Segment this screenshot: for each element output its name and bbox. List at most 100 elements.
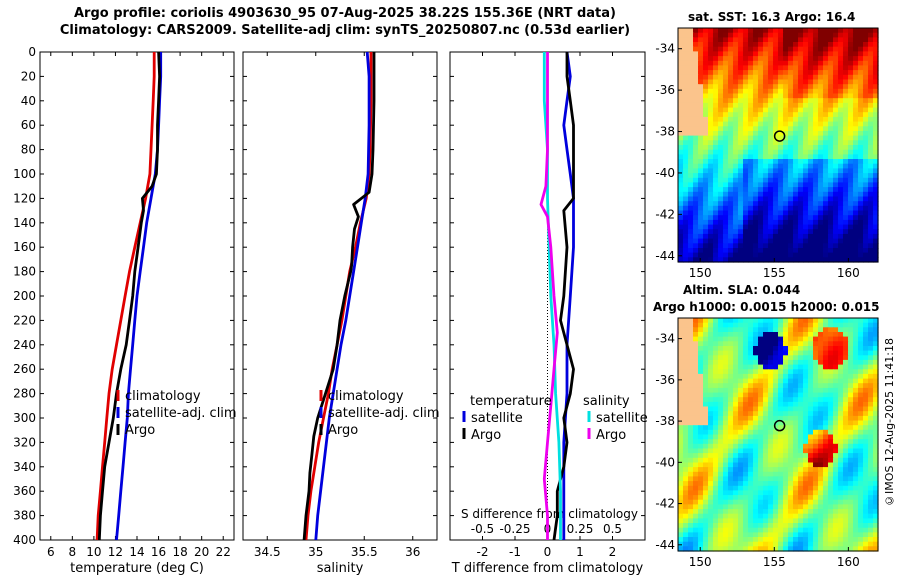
map-cell [793, 346, 799, 352]
map-cell [793, 401, 799, 408]
map-cell [748, 145, 754, 151]
land-cell [683, 336, 689, 342]
map-cell [698, 173, 704, 179]
map-cell [873, 131, 879, 137]
map-cell [778, 401, 784, 408]
map-cell [813, 346, 819, 352]
map-cell [848, 411, 854, 417]
map-cell [803, 434, 809, 440]
map-cell [718, 116, 724, 123]
map-cell [728, 205, 734, 212]
map-cell [858, 140, 864, 146]
map-cell [738, 476, 744, 482]
map-cell [863, 378, 869, 384]
map-cell [793, 102, 799, 109]
map-cell [748, 355, 754, 361]
map-cell [873, 257, 879, 263]
map-cell [748, 163, 754, 169]
map-cell [748, 70, 754, 76]
map-cell [828, 238, 834, 244]
map-cell [793, 322, 799, 328]
map-cell [703, 499, 709, 505]
map-cell [813, 65, 819, 71]
map-cell [868, 541, 874, 547]
map-cell [788, 476, 794, 482]
map-cell [753, 173, 759, 179]
map-cell [858, 364, 864, 370]
land-cell [688, 32, 694, 38]
map-cell [788, 401, 794, 408]
map-cell [718, 495, 724, 501]
map-cell [773, 471, 779, 478]
map-cell [773, 369, 779, 375]
map-cell [768, 453, 774, 459]
map-cell [733, 257, 739, 263]
map-cell [828, 546, 834, 552]
map-cell [803, 457, 809, 464]
map-cell [853, 471, 859, 478]
map-cell [788, 439, 794, 445]
map-cell [803, 70, 809, 76]
map-cell [703, 248, 709, 254]
map-cell [788, 32, 794, 38]
map-cell [813, 425, 819, 431]
land-cell [693, 359, 699, 366]
salinity-xtick-label: 34.5 [254, 545, 281, 559]
map-cell [818, 70, 824, 76]
map-cell [693, 490, 699, 496]
map-cell [798, 233, 804, 240]
map-cell [848, 102, 854, 109]
land-cell [678, 383, 684, 389]
map-cell [683, 182, 689, 188]
map-cell [683, 229, 689, 235]
map-cell [838, 359, 844, 366]
map-cell [748, 332, 754, 338]
map-cell [838, 513, 844, 519]
map-cell [743, 336, 749, 342]
map-cell [723, 168, 729, 174]
map-cell [783, 201, 789, 207]
map-cell [853, 65, 859, 71]
land-cell [683, 406, 689, 412]
map-cell [828, 523, 834, 529]
map-cell [723, 369, 729, 375]
map-cell [793, 364, 799, 370]
map-cell [748, 457, 754, 464]
map-cell [833, 541, 839, 547]
map-cell [778, 219, 784, 226]
land-cell [688, 373, 694, 380]
map-cell [868, 154, 874, 160]
map-cell [838, 257, 844, 263]
land-cell [693, 56, 699, 62]
map-cell [708, 355, 714, 361]
map-cell [678, 504, 684, 510]
map-cell [773, 355, 779, 361]
map-cell [793, 149, 799, 155]
map-cell [698, 37, 704, 43]
map-cell [758, 346, 764, 352]
map-cell [733, 350, 739, 356]
map-cell [738, 60, 744, 67]
map-cell [748, 523, 754, 529]
map-cell [773, 196, 779, 202]
map-cell [768, 107, 774, 113]
map-cell [768, 495, 774, 501]
map-cell [843, 401, 849, 408]
map-cell [743, 378, 749, 384]
map-cell [813, 462, 819, 468]
map-cell [743, 205, 749, 212]
map-cell [763, 406, 769, 412]
map-cell [863, 37, 869, 43]
map-cell [703, 145, 709, 151]
map-cell [748, 88, 754, 95]
map-cell [678, 196, 684, 202]
map-cell [713, 215, 719, 221]
map-cell [713, 392, 719, 398]
map-cell [773, 140, 779, 146]
map-cell [863, 485, 869, 492]
map-cell [768, 243, 774, 249]
map-cell [793, 140, 799, 146]
map-cell [788, 425, 794, 431]
map-cell [708, 364, 714, 370]
map-cell [848, 346, 854, 352]
